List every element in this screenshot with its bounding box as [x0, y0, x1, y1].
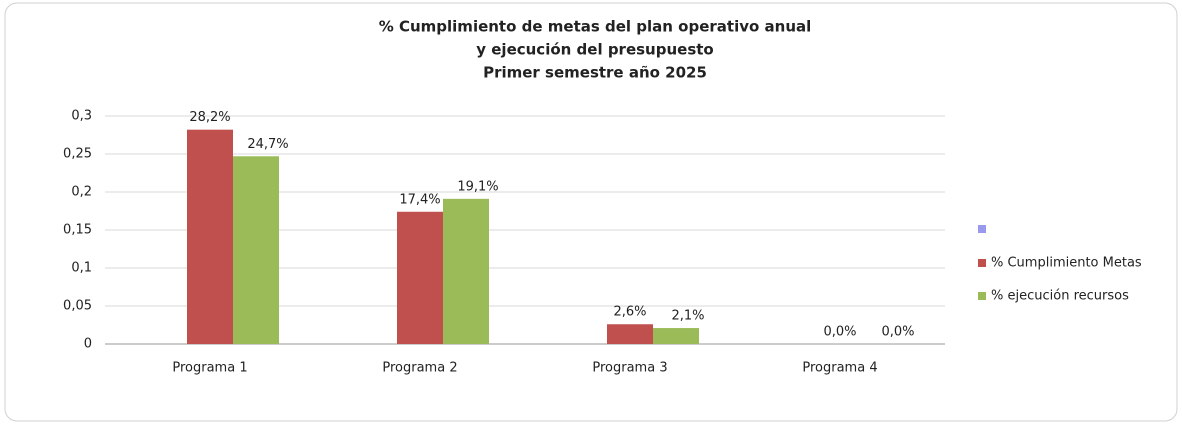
chart-title: Primer semestre año 2025 [483, 64, 707, 82]
legend-swatch [978, 225, 986, 233]
y-tick-label: 0,3 [71, 109, 92, 124]
bar [187, 129, 233, 344]
legend-swatch [978, 292, 986, 300]
y-tick-label: 0,2 [71, 185, 92, 200]
data-label: 19,1% [457, 179, 498, 194]
bar [607, 324, 653, 344]
chart-title: y ejecución del presupuesto [476, 41, 713, 59]
x-tick-label: Programa 4 [802, 361, 877, 376]
data-label: 28,2% [189, 110, 230, 125]
bar [397, 211, 443, 344]
data-label: 0,0% [881, 325, 914, 340]
y-tick-label: 0,05 [63, 299, 92, 314]
chart-title: % Cumplimiento de metas del plan operati… [379, 18, 812, 36]
y-tick-label: 0,1 [71, 261, 92, 276]
data-label: 2,6% [613, 305, 646, 320]
bar [443, 198, 489, 344]
y-tick-label: 0,25 [63, 147, 92, 162]
data-label: 24,7% [247, 137, 288, 152]
y-tick-label: 0,15 [63, 223, 92, 238]
legend-label: % ejecución recursos [991, 289, 1129, 304]
bar [233, 156, 279, 344]
bar [653, 328, 699, 344]
x-tick-label: Programa 3 [592, 361, 667, 376]
data-label: 17,4% [399, 192, 440, 207]
chart-frame [4, 2, 1178, 422]
y-tick-label: 0 [84, 337, 92, 352]
x-tick-label: Programa 1 [172, 361, 247, 376]
data-label: 2,1% [671, 309, 704, 324]
data-label: 0,0% [823, 325, 856, 340]
legend-label: % Cumplimiento Metas [991, 256, 1142, 271]
x-tick-label: Programa 2 [382, 361, 457, 376]
legend-swatch [978, 259, 986, 267]
